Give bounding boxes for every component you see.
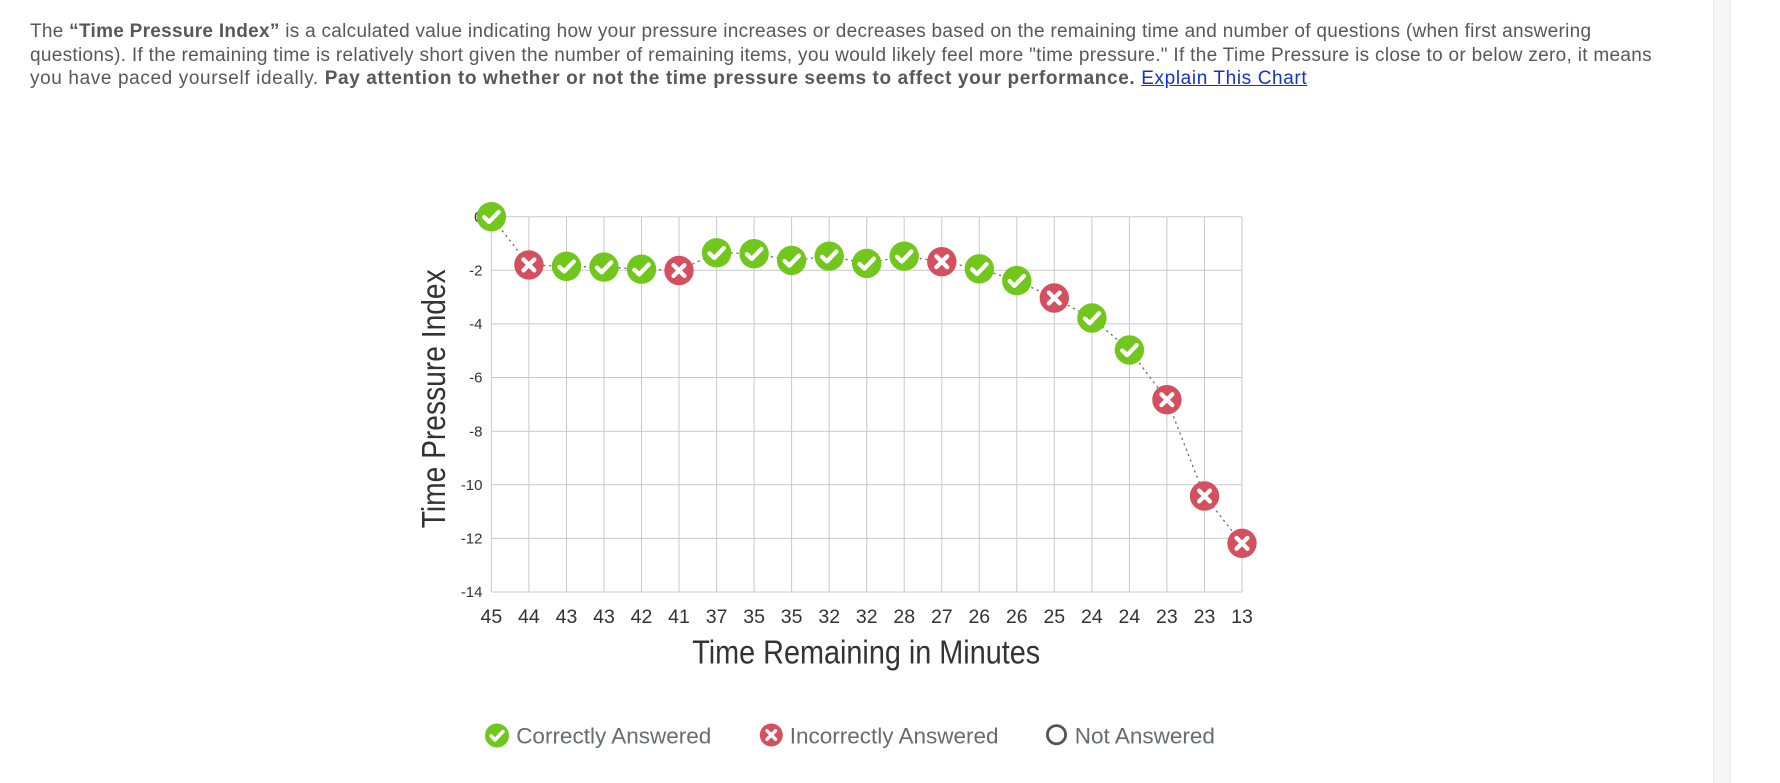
svg-text:27: 27 <box>931 606 953 628</box>
svg-text:43: 43 <box>556 606 578 628</box>
svg-text:37: 37 <box>706 606 728 628</box>
svg-text:Time Remaining in Minutes: Time Remaining in Minutes <box>692 634 1040 671</box>
svg-text:-6: -6 <box>469 370 482 387</box>
svg-text:45: 45 <box>481 606 503 628</box>
svg-text:26: 26 <box>968 606 990 628</box>
svg-text:42: 42 <box>631 606 653 628</box>
svg-text:32: 32 <box>818 606 840 628</box>
svg-text:-8: -8 <box>469 423 482 440</box>
svg-text:26: 26 <box>1006 606 1028 628</box>
svg-text:24: 24 <box>1119 606 1141 628</box>
svg-text:25: 25 <box>1043 606 1065 628</box>
svg-text:-4: -4 <box>469 316 482 333</box>
svg-text:Time Pressure Index: Time Pressure Index <box>416 269 453 528</box>
svg-text:43: 43 <box>593 606 615 628</box>
svg-text:44: 44 <box>518 606 540 628</box>
svg-text:32: 32 <box>856 606 878 628</box>
svg-text:-10: -10 <box>461 477 483 494</box>
svg-text:-12: -12 <box>461 531 483 548</box>
svg-text:35: 35 <box>781 606 803 628</box>
svg-text:41: 41 <box>668 606 690 628</box>
svg-text:35: 35 <box>743 606 765 628</box>
svg-text:24: 24 <box>1081 606 1103 628</box>
svg-text:23: 23 <box>1156 606 1178 628</box>
svg-text:-2: -2 <box>469 263 482 280</box>
svg-text:13: 13 <box>1231 606 1253 628</box>
svg-text:Correctly Answered: Correctly Answered <box>516 724 711 749</box>
svg-text:Not Answered: Not Answered <box>1075 724 1215 749</box>
svg-text:Incorrectly Answered: Incorrectly Answered <box>790 724 999 749</box>
svg-text:23: 23 <box>1194 606 1216 628</box>
svg-text:-14: -14 <box>461 584 483 601</box>
svg-text:28: 28 <box>893 606 915 628</box>
